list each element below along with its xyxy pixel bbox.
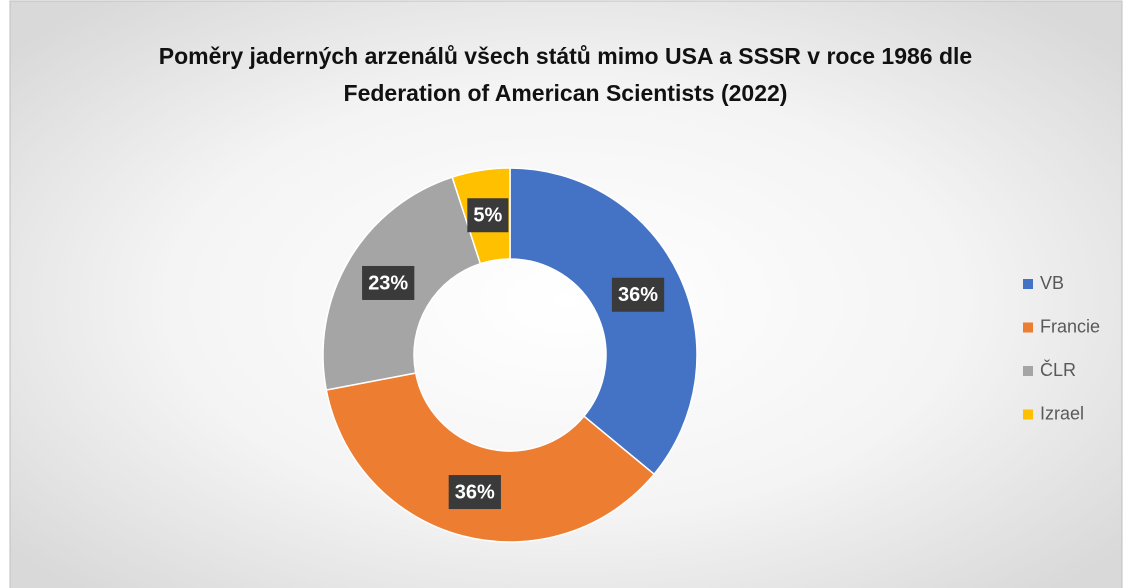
- legend-label: Izrael: [1040, 403, 1084, 423]
- data-label: 36%: [455, 481, 495, 503]
- slice: [509, 167, 698, 476]
- legend-swatch: [1023, 322, 1033, 333]
- data-label: 36%: [618, 284, 658, 306]
- legend-swatch: [1023, 366, 1033, 376]
- legend-label: VB: [1040, 273, 1064, 293]
- data-label-box: [467, 198, 509, 233]
- data-label: 5%: [473, 205, 502, 227]
- data-label: 23%: [368, 272, 408, 294]
- legend-swatch: [1023, 409, 1033, 420]
- chart-title: Poměry jaderných arzenálů všech států mi…: [158, 43, 973, 106]
- legend-label: ČLR: [1040, 359, 1076, 380]
- legend-swatch: [1023, 279, 1033, 289]
- slice: [325, 372, 656, 543]
- data-label-box: [448, 475, 501, 510]
- data-label-box: [611, 277, 665, 312]
- data-label-box: [362, 265, 415, 300]
- legend-label: Francie: [1040, 316, 1100, 336]
